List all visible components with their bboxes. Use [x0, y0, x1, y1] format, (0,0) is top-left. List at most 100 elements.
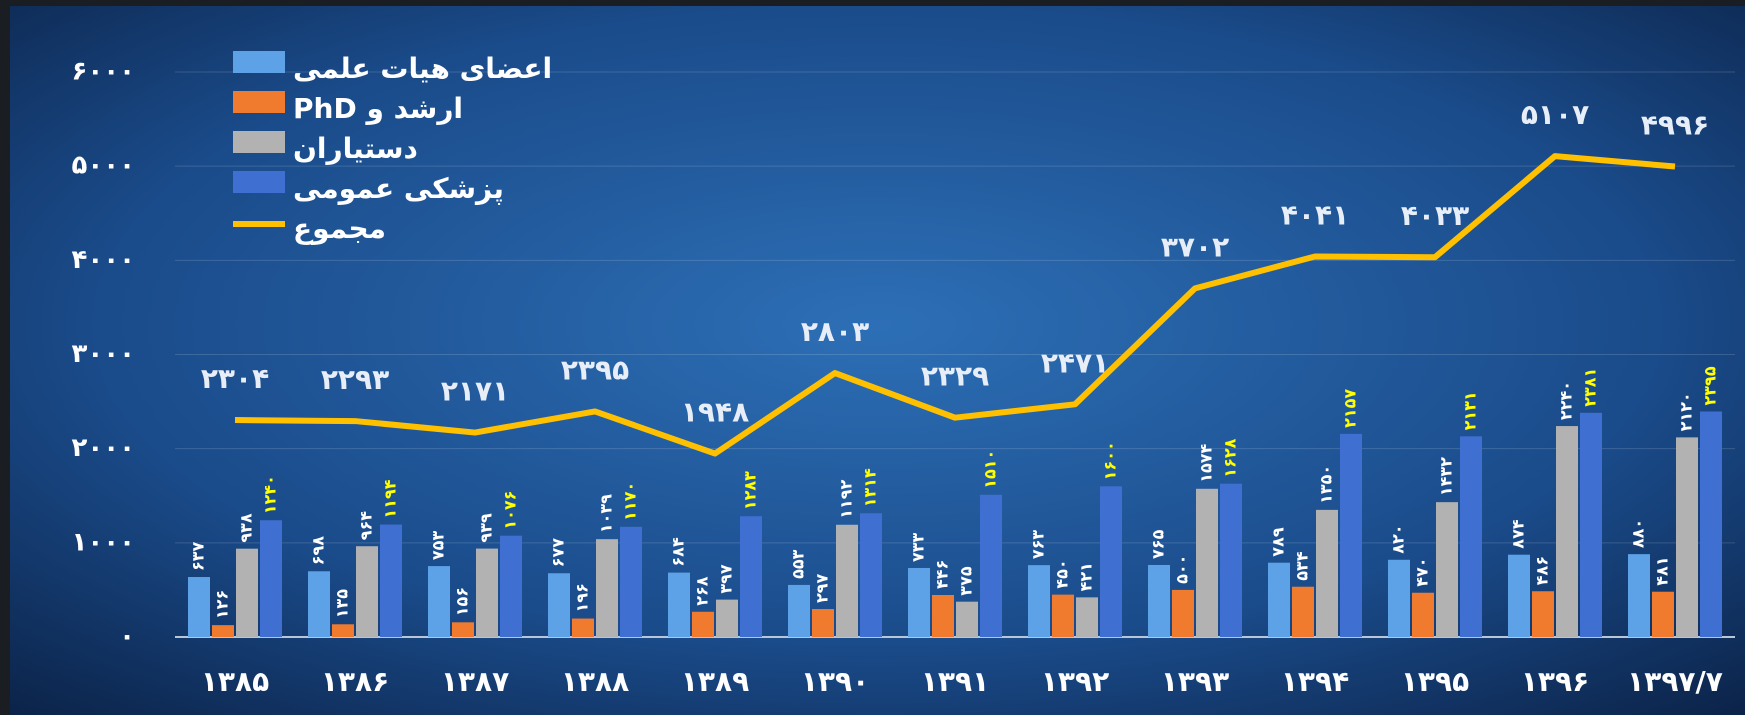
data-label: ۷۵۳: [429, 531, 448, 561]
x-tick-label: ۱۳۸۷: [441, 665, 509, 698]
data-label: ۱۳۵۰: [1317, 465, 1336, 504]
y-tick-label: ۱۰۰۰: [72, 527, 135, 557]
x-tick-label: ۱۳۹۲: [1041, 665, 1109, 698]
data-label: ۸۷۴: [1509, 519, 1528, 549]
bar: [500, 535, 522, 637]
bar: [308, 571, 330, 637]
bar: [1508, 554, 1530, 637]
bar: [380, 524, 402, 637]
legend-swatch: [233, 51, 285, 73]
bar: [956, 601, 978, 637]
data-label: ۱۹۴۸: [681, 396, 749, 429]
data-label: ۲۲۴۰: [1557, 381, 1576, 420]
data-label: ۹۳۹: [477, 513, 496, 543]
x-tick-label: ۱۳۹۴: [1281, 665, 1349, 698]
data-label: ۲۸۰۳: [801, 315, 869, 348]
data-label: ۷۳۳: [909, 532, 928, 562]
data-label: ۵۳۴: [1293, 551, 1312, 581]
bar: [596, 539, 618, 637]
bar: [212, 625, 234, 637]
bar: [1676, 437, 1698, 637]
bar: [692, 611, 714, 637]
legend-swatch: [233, 91, 285, 113]
data-label: ۸۸۰: [1629, 519, 1648, 548]
bar: [1436, 502, 1458, 637]
y-tick-label: ۳۰۰۰: [72, 339, 135, 369]
data-label: ۱۵۱۰: [981, 450, 1000, 489]
data-label: ۵۱۰۷: [1521, 98, 1589, 131]
bar: [1148, 564, 1170, 637]
bar: [476, 548, 498, 637]
legend-swatch: [233, 171, 285, 193]
data-label: ۱۰۳۹: [597, 494, 616, 533]
bar: [1316, 509, 1338, 637]
y-tick-label: ۶۰۰۰: [72, 57, 135, 87]
data-label: ۶۷۷: [549, 538, 568, 568]
data-label: ۴۹۹۶: [1641, 109, 1709, 142]
data-label: ۶۸۴: [669, 537, 688, 567]
data-label: ۷۶۳: [1029, 530, 1048, 560]
data-label: ۱۴۳۲: [1437, 457, 1456, 496]
x-tick-label: ۱۳۸۸: [561, 665, 629, 698]
bar: [1556, 426, 1578, 637]
data-label: ۲۳۰۴: [201, 362, 269, 395]
bar: [788, 584, 810, 637]
bar: [572, 618, 594, 637]
legend-label: ارشد و PhD: [293, 92, 463, 125]
bar: [1028, 565, 1050, 637]
data-label: ۱۲۶: [213, 590, 232, 619]
bar: [1052, 594, 1074, 637]
bar: [236, 548, 258, 637]
data-label: ۳۷۰۲: [1161, 230, 1229, 263]
data-label: ۱۹۶: [573, 583, 592, 612]
legend-label: اعضای هیات علمی: [293, 52, 552, 85]
data-label: ۴۴۶: [933, 560, 952, 589]
data-label: ۷۶۵: [1149, 529, 1168, 559]
data-label: ۴۰۳۳: [1401, 199, 1469, 232]
bar: [716, 599, 738, 637]
data-label: ۱۱۹۲: [837, 479, 856, 518]
x-tick-label: ۱۳۹۳: [1161, 665, 1229, 698]
legend-swatch: [233, 131, 285, 153]
data-label: ۲۳۹۵: [561, 353, 629, 386]
data-label: ۱۶۰۰: [1101, 441, 1120, 480]
legend-label: دستیاران: [293, 132, 418, 165]
bar: [428, 566, 450, 637]
data-label: ۲۱۷۱: [441, 375, 509, 408]
bar: [1460, 436, 1482, 637]
data-label: ۷۸۹: [1269, 527, 1288, 557]
bar: [1220, 483, 1242, 637]
bar: [332, 624, 354, 637]
bar: [1532, 591, 1554, 637]
bar: [1700, 411, 1722, 637]
data-label: ۸۲۰: [1389, 524, 1408, 553]
legend-label: پزشکی عمومی: [293, 172, 504, 205]
data-label: ۲۹۷: [813, 574, 832, 604]
data-label: ۴۸۶: [1533, 556, 1552, 585]
data-label: ۲۲۹۳: [321, 363, 389, 396]
x-tick-label: ۱۳۹۷/۷: [1627, 665, 1723, 698]
bar: [356, 546, 378, 637]
data-label: ۹۳۸: [237, 513, 256, 543]
data-label: ۵۰۰: [1173, 555, 1192, 584]
bar: [1628, 554, 1650, 637]
x-tick-label: ۱۳۸۵: [201, 665, 269, 698]
bar: [812, 609, 834, 637]
data-label: ۱۱۹۴: [381, 479, 400, 518]
data-label: ۹۶۴: [357, 511, 376, 541]
line: [234, 153, 1676, 457]
bar: [260, 520, 282, 637]
data-label: ۱۱۷۰: [621, 482, 640, 521]
bar: [668, 572, 690, 637]
y-tick-label: ۵۰۰۰: [72, 151, 135, 181]
data-label: ۱۳۱۴: [861, 468, 880, 507]
bar: [836, 524, 858, 637]
data-label: ۱۶۲۸: [1221, 438, 1240, 477]
data-label: ۲۴۷۱: [1041, 346, 1109, 379]
bar: [1292, 586, 1314, 637]
data-label: ۲۶۸: [693, 576, 712, 606]
bar: [1196, 488, 1218, 637]
data-label: ۶۹۸: [309, 536, 328, 566]
y-tick-label: ۲۰۰۰: [72, 433, 135, 463]
